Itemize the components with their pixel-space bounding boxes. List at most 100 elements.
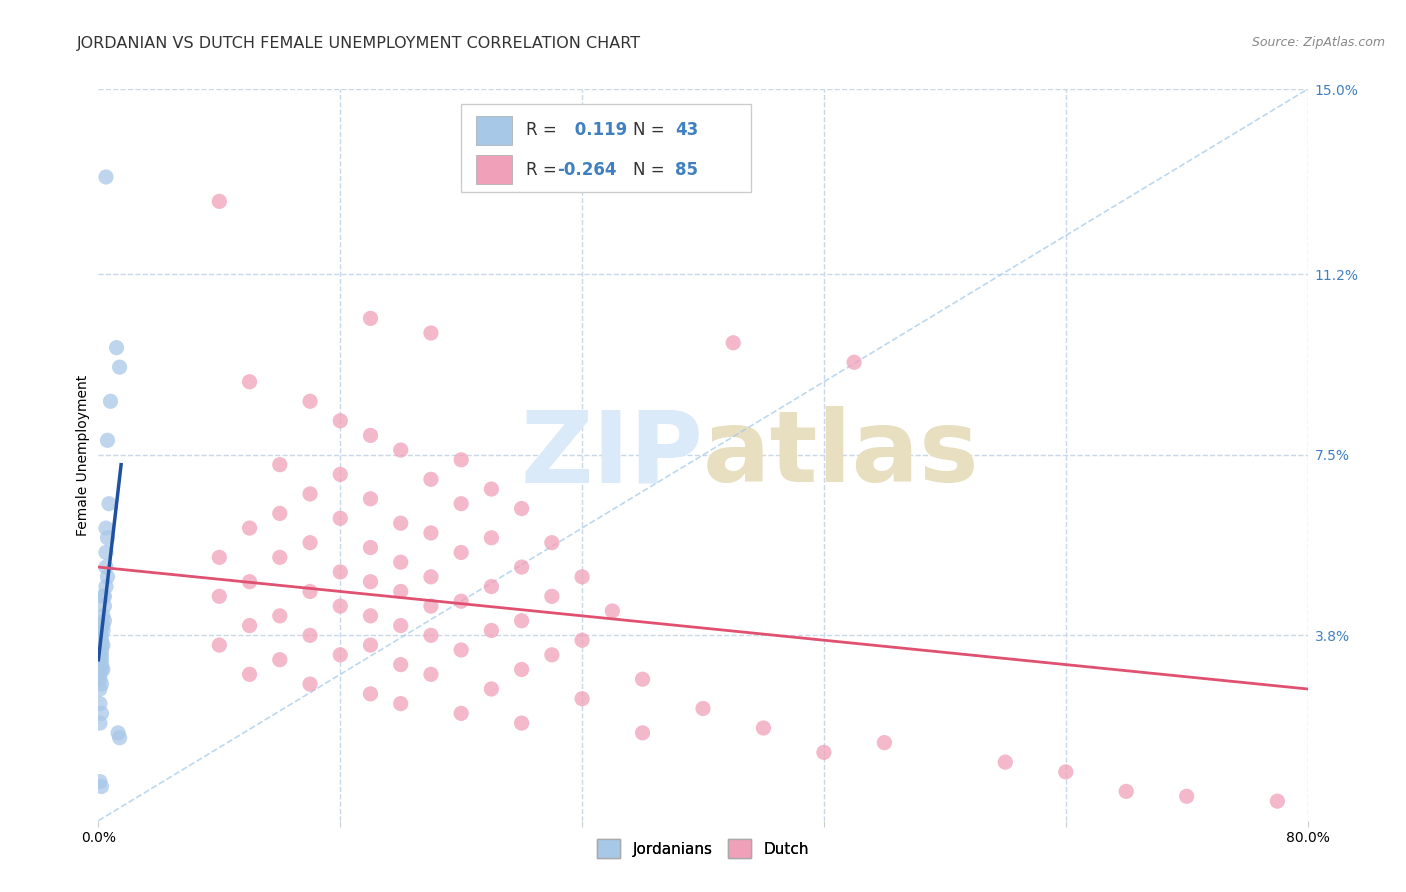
Point xyxy=(94,580,117,594)
Point xyxy=(510,716,533,731)
Text: 43: 43 xyxy=(675,121,699,139)
Point xyxy=(329,648,352,662)
Point xyxy=(239,521,262,535)
Point xyxy=(91,638,114,652)
Point xyxy=(90,663,112,677)
Point xyxy=(108,731,131,745)
Point xyxy=(299,394,322,409)
Point xyxy=(420,570,443,584)
Point xyxy=(208,194,231,209)
Text: N =: N = xyxy=(633,161,669,178)
Bar xyxy=(475,155,512,185)
Point xyxy=(93,590,115,604)
Point xyxy=(90,648,112,662)
Point xyxy=(90,633,112,648)
Point xyxy=(481,482,503,496)
Point xyxy=(360,638,382,652)
Point xyxy=(1175,789,1198,804)
Point xyxy=(239,574,262,589)
Point xyxy=(299,535,322,549)
Point xyxy=(481,580,503,594)
Point xyxy=(389,443,412,458)
Legend: Jordanians, Dutch: Jordanians, Dutch xyxy=(592,833,814,864)
Point xyxy=(844,355,866,369)
Point xyxy=(389,516,412,531)
Point xyxy=(269,507,291,521)
Bar xyxy=(461,103,751,192)
Point xyxy=(571,633,593,648)
Point xyxy=(90,657,112,672)
Point xyxy=(108,360,131,375)
Point xyxy=(329,511,352,525)
Text: Source: ZipAtlas.com: Source: ZipAtlas.com xyxy=(1251,36,1385,49)
Point xyxy=(208,590,231,604)
Point xyxy=(420,667,443,681)
Point xyxy=(450,594,472,608)
Point xyxy=(299,584,322,599)
Point xyxy=(389,697,412,711)
Point xyxy=(481,681,503,696)
Point xyxy=(450,545,472,559)
Point xyxy=(91,624,114,638)
Text: R =: R = xyxy=(526,161,562,178)
Point xyxy=(540,590,562,604)
Text: atlas: atlas xyxy=(703,407,980,503)
Text: 0.119: 0.119 xyxy=(569,121,627,139)
Point xyxy=(94,545,117,559)
Point xyxy=(93,599,115,613)
Point xyxy=(813,745,835,759)
Point xyxy=(389,555,412,569)
Point xyxy=(90,677,112,691)
Point xyxy=(269,458,291,472)
Point xyxy=(450,497,472,511)
Point xyxy=(571,691,593,706)
Point xyxy=(329,599,352,613)
Point xyxy=(631,672,654,686)
Point xyxy=(420,525,443,540)
Point xyxy=(94,169,117,184)
Point xyxy=(89,648,111,662)
Point xyxy=(269,550,291,565)
Point xyxy=(208,550,231,565)
Point xyxy=(360,608,382,623)
Point xyxy=(299,487,322,501)
Point xyxy=(94,521,117,535)
Point xyxy=(96,570,118,584)
Text: N =: N = xyxy=(633,121,669,139)
Point xyxy=(239,618,262,632)
Point xyxy=(98,497,121,511)
Point xyxy=(239,375,262,389)
Point xyxy=(89,672,111,686)
Point xyxy=(389,618,412,632)
Point xyxy=(450,643,472,657)
Point xyxy=(1267,794,1289,808)
Text: JORDANIAN VS DUTCH FEMALE UNEMPLOYMENT CORRELATION CHART: JORDANIAN VS DUTCH FEMALE UNEMPLOYMENT C… xyxy=(77,36,641,51)
Point xyxy=(299,677,322,691)
Point xyxy=(692,701,714,715)
Point xyxy=(360,687,382,701)
Point xyxy=(873,736,896,750)
Point xyxy=(89,716,111,731)
Point xyxy=(510,560,533,574)
Point xyxy=(208,638,231,652)
Point xyxy=(89,697,111,711)
Point xyxy=(299,628,322,642)
Point xyxy=(90,638,112,652)
Point xyxy=(450,452,472,467)
Point xyxy=(90,643,112,657)
Point xyxy=(571,570,593,584)
Point xyxy=(420,599,443,613)
Point xyxy=(481,531,503,545)
Point xyxy=(1115,784,1137,798)
Point xyxy=(360,311,382,326)
Text: -0.264: -0.264 xyxy=(557,161,616,178)
Point xyxy=(360,574,382,589)
Point xyxy=(89,681,111,696)
Point xyxy=(631,726,654,740)
Point xyxy=(93,614,115,628)
Point xyxy=(481,624,503,638)
Point xyxy=(510,614,533,628)
Point xyxy=(540,648,562,662)
Point xyxy=(450,706,472,721)
Point xyxy=(91,608,114,623)
